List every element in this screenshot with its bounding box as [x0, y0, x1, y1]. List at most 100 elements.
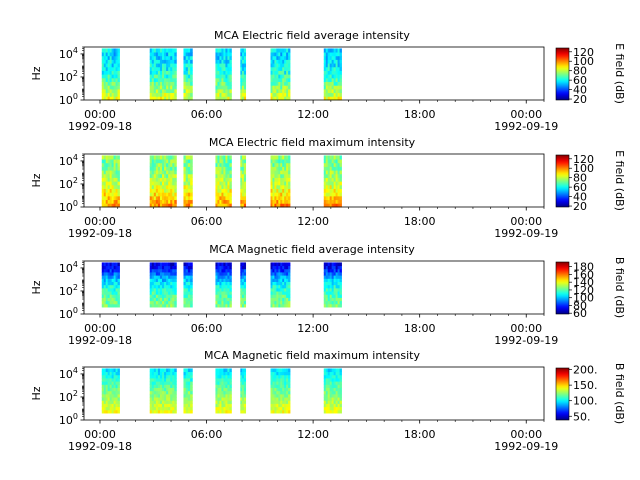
data-segment: [323, 155, 342, 208]
x-tick-date: 1992-09-19: [494, 227, 558, 240]
x-tick-label: 00:00: [510, 322, 542, 335]
colorbar: 50. 100. 150. 200. B field (dB): [555, 363, 626, 424]
x-tick-label: 18:00: [404, 322, 436, 335]
data-segment: [183, 48, 193, 101]
x-tick-date: 1992-09-18: [68, 120, 132, 133]
y-tick-label: 104: [59, 46, 78, 61]
data-segment: [240, 155, 247, 208]
y-axis-label: Hz: [30, 386, 43, 400]
colorbar-tick-label: 150.: [573, 379, 598, 392]
data-segment: [215, 262, 232, 308]
x-tick-label: 12:00: [297, 108, 329, 121]
x-tick-label: 12:00: [297, 215, 329, 228]
colorbar-tick-label: 20: [573, 93, 587, 106]
y-axis-label: Hz: [30, 66, 43, 80]
data-segment: [215, 368, 232, 414]
colorbar-tick-label: 50.: [573, 410, 591, 423]
x-tick-label: 06:00: [191, 322, 223, 335]
x-tick-label: 00:00: [510, 108, 542, 121]
data-segment: [101, 262, 120, 308]
colorbar-tick-label: 100: [573, 162, 594, 175]
data-segment: [240, 368, 247, 414]
data-segment: [149, 368, 177, 414]
data-segment: [149, 48, 177, 101]
data-segment: [270, 48, 291, 101]
colorbar-label: E field (dB): [613, 43, 626, 104]
colorbar-tick-label: 80: [573, 65, 587, 78]
y-tick-label: 104: [59, 153, 78, 168]
panel-title: MCA Magnetic field maximum intensity: [204, 349, 420, 362]
x-tick-label: 00:00: [84, 322, 116, 335]
x-tick-date: 1992-09-19: [494, 120, 558, 133]
x-tick-label: 06:00: [191, 428, 223, 441]
colorbar-tick-label: 60: [573, 181, 587, 194]
panel-3: MCA Magnetic field average intensity1001…: [30, 243, 626, 347]
x-tick-label: 06:00: [191, 108, 223, 121]
colorbar-tick-label: 120: [573, 284, 594, 297]
panel-title: MCA Magnetic field average intensity: [209, 243, 415, 256]
panel-1: MCA Electric field average intensity 100 1…: [30, 29, 626, 133]
colorbar-tick-label: 40: [573, 191, 587, 204]
data-segment: [270, 155, 291, 208]
data-segment: [149, 262, 177, 308]
data-segment: [323, 48, 342, 101]
x-tick-date: 1992-09-18: [68, 440, 132, 453]
colorbar-tick-label: 140: [573, 276, 594, 289]
colorbar-tick-label: 180: [573, 261, 594, 274]
colorbar-tick-label: 40: [573, 84, 587, 97]
x-tick-date: 1992-09-19: [494, 334, 558, 347]
data-segment: [149, 155, 177, 208]
colorbar-tick-label: 100.: [573, 395, 598, 408]
x-tick-label: 00:00: [510, 428, 542, 441]
y-tick-label: 100: [59, 92, 78, 107]
data-segment: [240, 48, 247, 101]
y-tick-label: 104: [59, 366, 78, 381]
panel-title: MCA Electric field maximum intensity: [209, 136, 416, 149]
y-tick-label: 104: [59, 260, 78, 275]
y-tick-label: 102: [59, 69, 78, 84]
x-tick-date: 1992-09-18: [68, 334, 132, 347]
x-tick-label: 12:00: [297, 322, 329, 335]
colorbar-tick-label: 120: [573, 153, 594, 166]
data-segment: [323, 262, 342, 308]
data-segment: [183, 262, 193, 308]
colorbar-label: B field (dB): [613, 363, 626, 424]
colorbar-tick-label: 200.: [573, 364, 598, 377]
data-segment: [101, 48, 120, 101]
x-tick-label: 18:00: [404, 108, 436, 121]
data-segment: [183, 368, 193, 414]
colorbar-tick-label: 60: [573, 307, 587, 320]
colorbar-tick-label: 120: [573, 46, 594, 59]
data-segment: [215, 48, 232, 101]
data-segment: [101, 155, 120, 208]
data-segment: [270, 262, 291, 308]
y-axis-label: Hz: [30, 173, 43, 187]
colorbar-tick-label: 80: [573, 172, 587, 185]
panel-2: MCA Electric field maximum intensity1001…: [30, 136, 626, 240]
y-tick-label: 100: [59, 306, 78, 321]
colorbar-tick-label: 60: [573, 74, 587, 87]
panel-title: MCA Electric field average intensity: [214, 29, 410, 42]
x-tick-label: 18:00: [404, 428, 436, 441]
colorbar-label: E field (dB): [613, 150, 626, 211]
x-tick-label: 00:00: [84, 108, 116, 121]
x-tick-label: 00:00: [84, 215, 116, 228]
y-tick-label: 102: [59, 176, 78, 191]
x-tick-label: 00:00: [510, 215, 542, 228]
x-tick-label: 18:00: [404, 215, 436, 228]
data-segment: [270, 368, 291, 414]
colorbar-tick-label: 100: [573, 292, 594, 305]
y-axis-label: Hz: [30, 280, 43, 294]
x-tick-date: 1992-09-18: [68, 227, 132, 240]
x-tick-label: 00:00: [84, 428, 116, 441]
y-tick-label: 100: [59, 199, 78, 214]
x-tick-label: 12:00: [297, 428, 329, 441]
data-segment: [183, 155, 193, 208]
data-segment: [101, 368, 120, 414]
colorbar-tick-label: 160: [573, 268, 594, 281]
data-segment: [215, 155, 232, 208]
